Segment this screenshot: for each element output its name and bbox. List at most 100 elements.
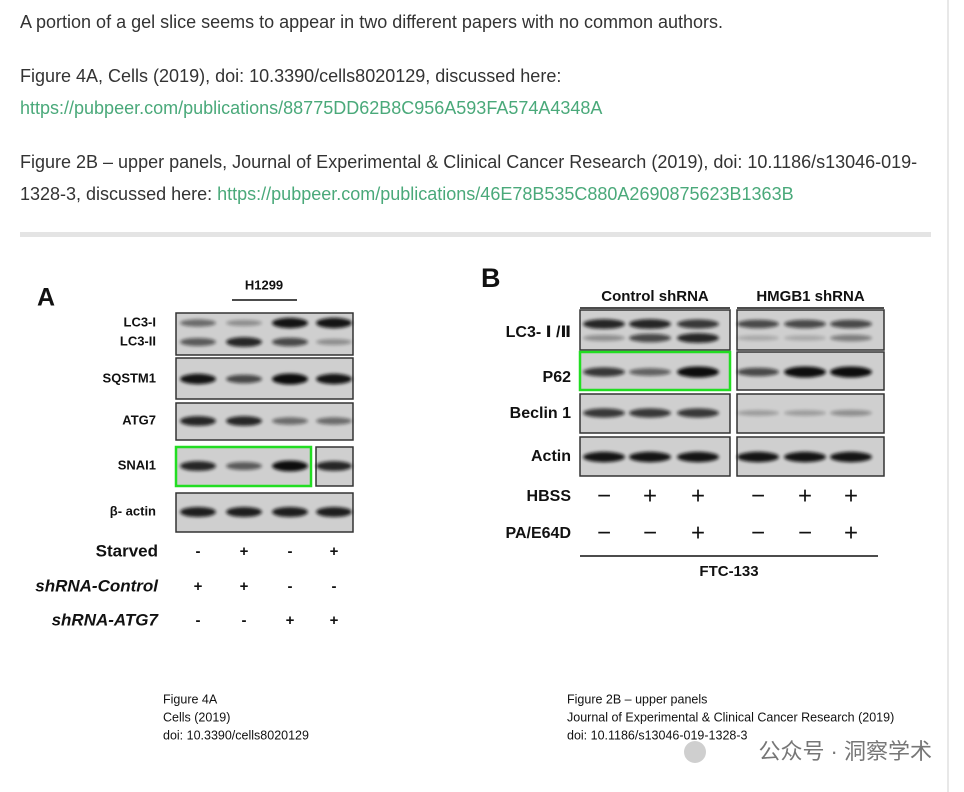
band — [272, 460, 308, 472]
sign: − — [751, 482, 765, 509]
band — [737, 410, 779, 416]
caption: Figure 2B – upper panels — [567, 692, 707, 706]
condition-label: Starved — [96, 541, 158, 560]
band — [830, 319, 872, 329]
sign: − — [751, 519, 765, 546]
sign: + — [691, 482, 705, 509]
panel-label: A — [37, 284, 55, 312]
scroll-edge — [947, 0, 949, 792]
row-label: SNAI1 — [118, 457, 156, 472]
band — [677, 408, 719, 418]
band — [180, 506, 216, 518]
band — [784, 319, 826, 329]
band — [737, 367, 779, 377]
highlight-box — [174, 445, 313, 488]
band — [629, 408, 671, 418]
band — [677, 333, 719, 343]
band — [272, 373, 308, 385]
band — [737, 451, 779, 463]
band — [583, 451, 625, 463]
band — [677, 319, 719, 329]
row-label: Actin — [531, 448, 571, 465]
blot — [579, 309, 731, 351]
intro: A portion of a gel slice seems to appear… — [20, 12, 724, 32]
link[interactable]: https://pubpeer.com/publications/46E78B5… — [217, 184, 794, 204]
band — [272, 317, 308, 329]
footer-label: FTC-133 — [699, 563, 758, 580]
sign: - — [196, 543, 201, 560]
band — [316, 506, 352, 518]
band — [784, 451, 826, 463]
group-label: H1299 — [245, 277, 283, 292]
row-label: SQSTM1 — [103, 370, 156, 385]
sign: - — [242, 612, 247, 629]
item: Figure 2B – upper panels, Journal of Exp… — [20, 146, 925, 210]
band — [180, 461, 216, 471]
band — [784, 335, 826, 341]
caption: doi: 10.1186/s13046-019-1328-3 — [567, 728, 748, 742]
sign: + — [691, 519, 705, 546]
item-text: Figure 4A, Cells (2019), doi: 10.3390/ce… — [20, 66, 562, 86]
band — [737, 319, 779, 329]
link[interactable]: https://pubpeer.com/publications/88775DD… — [20, 98, 603, 118]
band — [316, 417, 352, 425]
band — [737, 335, 779, 341]
band — [180, 319, 216, 327]
band — [316, 317, 352, 329]
sign: + — [643, 482, 657, 509]
band — [272, 337, 308, 347]
group-label: Control shRNA — [601, 288, 709, 305]
condition-label: shRNA-Control — [35, 576, 159, 595]
row-label: LC3-I — [124, 314, 157, 329]
band — [180, 338, 216, 346]
band — [629, 333, 671, 343]
sign: - — [288, 578, 293, 595]
sign: + — [330, 543, 339, 560]
condition-label: shRNA-ATG7 — [52, 610, 160, 629]
sign: + — [240, 543, 249, 560]
blot — [736, 309, 885, 351]
sign: − — [643, 519, 657, 546]
band — [180, 416, 216, 426]
band — [316, 461, 352, 471]
watermark-icon — [684, 741, 706, 763]
row-label: P62 — [543, 369, 572, 386]
band — [830, 366, 872, 378]
sign: − — [597, 519, 611, 546]
band — [226, 337, 262, 347]
sign: - — [288, 543, 293, 560]
item-text: Figure 2B – upper panels, Journal of Exp… — [20, 152, 918, 204]
band — [583, 319, 625, 329]
caption: Cells (2019) — [163, 710, 230, 724]
row-label: LC3-II — [120, 333, 156, 348]
sign: - — [332, 578, 337, 595]
sign: + — [798, 482, 812, 509]
sign: + — [240, 578, 249, 595]
band — [629, 368, 671, 376]
band — [629, 451, 671, 463]
band — [583, 334, 625, 342]
band — [226, 374, 262, 384]
row-label: ATG7 — [122, 412, 156, 427]
caption: doi: 10.3390/cells8020129 — [163, 728, 309, 742]
band — [316, 373, 352, 385]
row-label: Beclin 1 — [510, 405, 571, 422]
condition-label: HBSS — [527, 488, 572, 505]
band — [629, 319, 671, 329]
sign: + — [194, 578, 203, 595]
band — [272, 417, 308, 425]
band — [677, 451, 719, 463]
row-label: LC3- Ⅰ /Ⅱ — [506, 324, 571, 341]
caption: Journal of Experimental & Clinical Cance… — [567, 710, 894, 724]
band — [226, 319, 262, 327]
band — [583, 367, 625, 377]
item: Figure 4A, Cells (2019), doi: 10.3390/ce… — [20, 60, 925, 124]
band — [830, 334, 872, 342]
sign: - — [196, 612, 201, 629]
condition-label: PA/E64D — [505, 525, 571, 542]
band — [677, 366, 719, 378]
watermark: 公众号 · 洞察学术 — [758, 739, 932, 764]
panel-label: B — [481, 263, 501, 293]
